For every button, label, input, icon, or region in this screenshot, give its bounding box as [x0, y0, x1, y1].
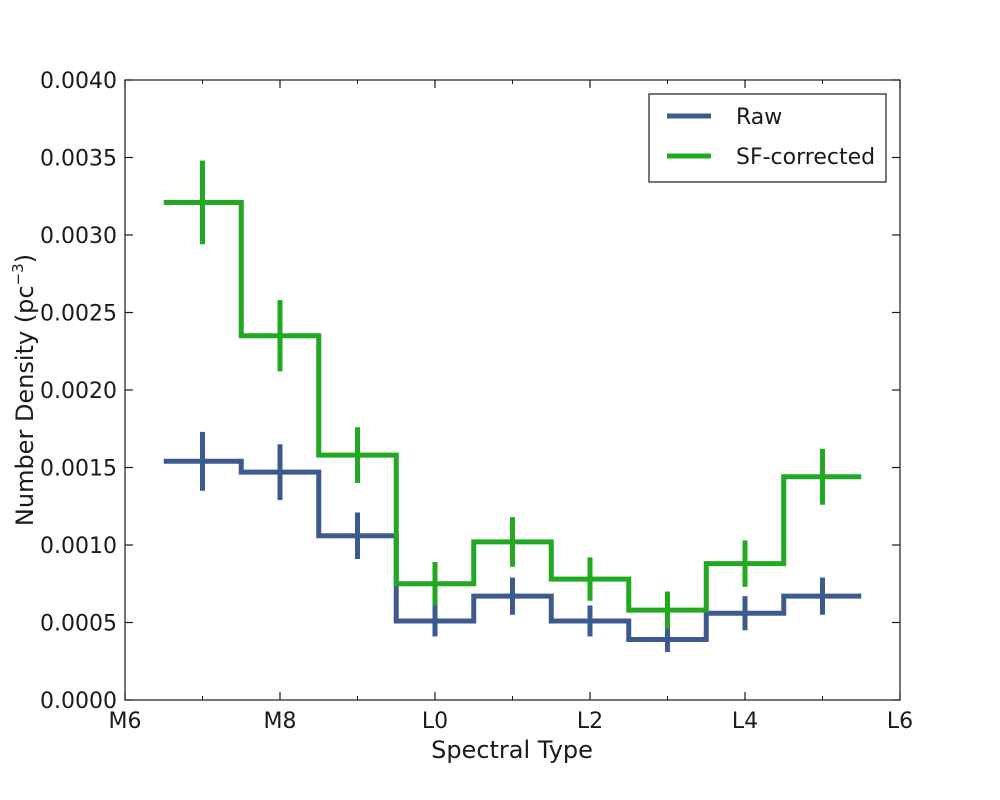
y-tick-label: 0.0015 — [40, 457, 117, 482]
y-tick-label: 0.0010 — [40, 534, 117, 559]
x-tick-label: L4 — [732, 709, 758, 734]
legend-label-sf-corrected: SF-corrected — [736, 145, 875, 170]
legend-box — [648, 93, 887, 183]
y-tick-label: 0.0025 — [40, 302, 117, 327]
y-tick-label: 0.0020 — [40, 379, 117, 404]
x-tick-label: L2 — [577, 709, 603, 734]
y-axis-label-superscript: −3 — [9, 263, 27, 285]
y-tick-label: 0.0030 — [40, 224, 117, 249]
legend-label-raw: Raw — [736, 105, 782, 130]
legend: Raw SF-corrected — [648, 93, 887, 183]
x-tick-label: L0 — [422, 709, 448, 734]
y-tick-label: 0.0005 — [40, 612, 117, 637]
y-tick-label: 0.0000 — [40, 689, 117, 714]
series-layer — [163, 160, 862, 652]
y-tick-label: 0.0040 — [40, 69, 117, 94]
ticks-layer: M6 M8 L0 L2 L4 L6 0.0000 0.0005 0.0010 0.0015 0.00… — [40, 69, 913, 734]
x-tick-label: L6 — [887, 709, 913, 734]
series-sf-corrected — [163, 160, 862, 629]
y-axis-label: Number Density (pc−3) — [9, 254, 39, 526]
x-tick-label: M6 — [109, 709, 142, 734]
y-axis-label-suffix: ) — [11, 254, 39, 263]
x-tick-label: M8 — [264, 709, 297, 734]
y-tick-label: 0.0035 — [40, 147, 117, 172]
y-axis-label-main: Number Density (pc — [11, 285, 39, 526]
x-axis-label: Spectral Type — [431, 736, 593, 764]
series-raw — [163, 431, 862, 652]
